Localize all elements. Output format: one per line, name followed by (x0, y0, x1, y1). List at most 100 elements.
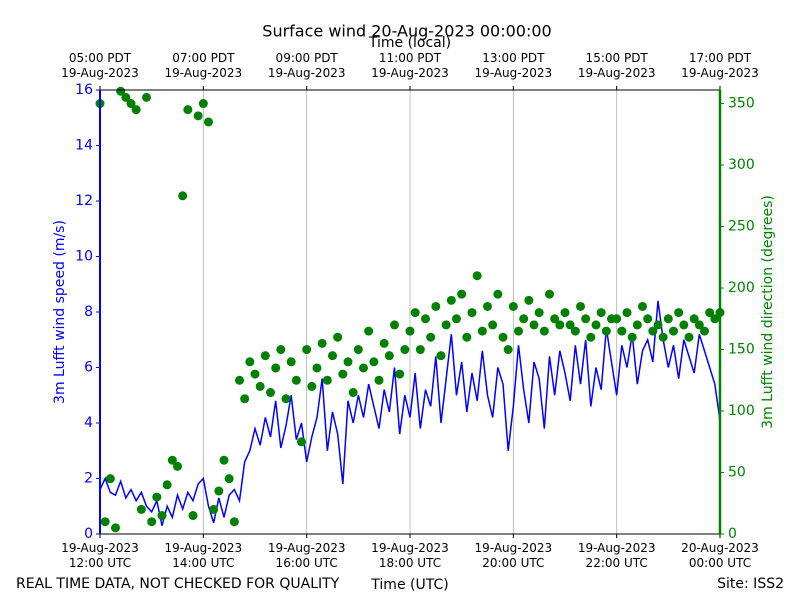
direction-point (245, 357, 255, 367)
direction-point (684, 332, 694, 342)
direction-point (162, 480, 172, 490)
direction-point (483, 301, 492, 311)
y2-tick-label: 150 (728, 342, 755, 358)
y-tick-label: 2 (84, 471, 93, 487)
direction-point (658, 332, 668, 342)
direction-point (421, 314, 430, 324)
y2-tick-label: 100 (728, 403, 755, 419)
direction-point (638, 301, 647, 311)
direction-point (462, 332, 472, 342)
direction-point (539, 326, 549, 336)
direction-point (364, 326, 374, 336)
direction-point (632, 320, 642, 330)
direction-point (627, 332, 637, 342)
y-axis-label: 3m Lufft wind speed (m/s) (52, 220, 68, 404)
direction-point (493, 289, 503, 299)
direction-point (663, 314, 673, 324)
direction-point (286, 357, 296, 367)
direction-point (601, 326, 611, 336)
direction-point (555, 320, 565, 330)
direction-point (219, 455, 229, 465)
direction-point (142, 92, 151, 102)
y2-tick-label: 300 (728, 157, 755, 173)
direction-point (545, 289, 554, 299)
direction-point (503, 345, 513, 355)
direction-point (519, 314, 529, 324)
y-tick-label: 10 (75, 249, 93, 265)
direction-point (550, 314, 560, 324)
x2-tick-label: 05:00 PDT 19-Aug-2023 (61, 51, 139, 80)
y-tick-label: 6 (84, 360, 93, 376)
direction-point (131, 105, 141, 115)
direction-point (534, 308, 544, 318)
direction-point (214, 486, 224, 496)
direction-point (488, 320, 498, 330)
direction-point (116, 86, 126, 96)
direction-point (426, 332, 436, 342)
direction-point (591, 320, 601, 330)
direction-point (147, 517, 157, 527)
direction-point (689, 314, 699, 324)
direction-point (271, 363, 281, 373)
y2-axis-label: 3m Lufft wind direction (degrees) (760, 195, 776, 429)
direction-point (198, 99, 208, 109)
direction-point (167, 455, 177, 465)
x2-tick-label: 13:00 PDT 19-Aug-2023 (474, 51, 553, 80)
direction-point (400, 345, 410, 355)
direction-point (224, 474, 234, 484)
direction-point (390, 320, 399, 330)
direction-point (431, 301, 441, 311)
chart-title: Surface wind 20-Aug-2023 00:00:00 (262, 22, 551, 41)
direction-point (359, 363, 368, 373)
direction-point (395, 369, 405, 379)
x2-tick-label: 11:00 PDT 19-Aug-2023 (371, 51, 449, 80)
x2-tick-label: 15:00 PDT 19-Aug-2023 (577, 51, 656, 80)
direction-point (705, 308, 715, 318)
x-tick-label: 19-Aug-2023 18:00 UTC (371, 541, 449, 570)
direction-point (581, 314, 591, 324)
direction-point (229, 517, 239, 527)
direction-point (281, 394, 291, 404)
direction-point (384, 351, 394, 361)
direction-point (415, 345, 425, 355)
direction-point (307, 381, 317, 391)
direction-point (204, 117, 213, 127)
direction-point (173, 461, 182, 471)
y2-tick-label: 50 (728, 465, 746, 481)
direction-point (379, 338, 389, 348)
direction-point (312, 363, 322, 373)
direction-point (291, 375, 301, 385)
direction-point (612, 314, 622, 324)
direction-point (472, 271, 482, 281)
direction-point (317, 338, 327, 348)
direction-point (322, 375, 332, 385)
direction-point (178, 191, 188, 201)
direction-point (560, 308, 570, 318)
direction-point (477, 326, 487, 336)
y-tick-label: 16 (75, 82, 93, 98)
direction-point (653, 320, 663, 330)
direction-point (183, 105, 193, 115)
direction-point (374, 375, 384, 385)
x-axis-label: Time (UTC) (370, 577, 448, 593)
direction-point (369, 357, 379, 367)
direction-point (570, 326, 580, 336)
y-tick-label: 8 (84, 304, 93, 320)
direction-point (446, 295, 456, 305)
direction-point (565, 320, 575, 330)
direction-point (700, 326, 709, 336)
direction-point (679, 320, 689, 330)
x-tick-label: 19-Aug-2023 12:00 UTC (61, 541, 139, 570)
y-tick-label: 14 (75, 138, 93, 154)
direction-point (710, 314, 720, 324)
direction-point (498, 332, 508, 342)
x-tick-label: 20-Aug-2023 00:00 UTC (681, 541, 759, 570)
y2-tick-label: 350 (728, 96, 755, 112)
direction-point (353, 345, 363, 355)
direction-point (152, 492, 162, 502)
direction-point (643, 314, 653, 324)
x-tick-label: 19-Aug-2023 16:00 UTC (267, 541, 346, 570)
direction-point (622, 308, 632, 318)
direction-point (302, 345, 312, 355)
